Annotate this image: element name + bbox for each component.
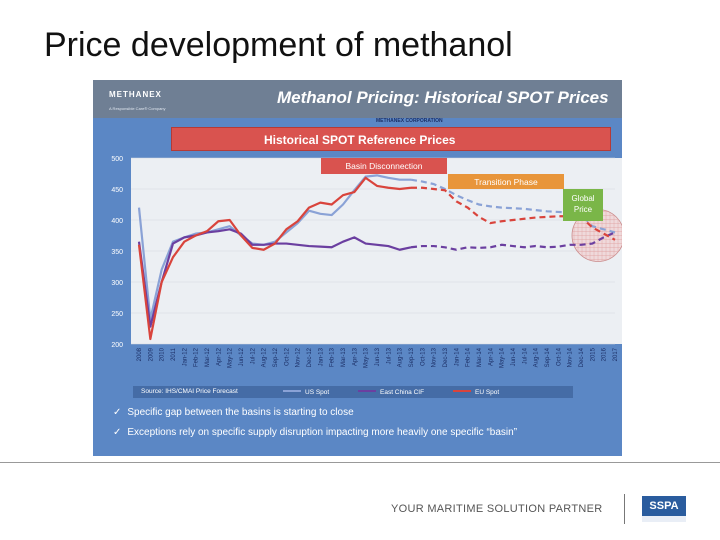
bullet-item: ✓ Exceptions rely on specific supply disr… bbox=[113, 427, 517, 438]
y-tick-label: 300 bbox=[111, 280, 123, 287]
x-tick-label: Sep-12 bbox=[273, 347, 279, 367]
legend-label: US Spot bbox=[305, 389, 329, 396]
panel-header: METHANEX A Responsible Care® Company Met… bbox=[93, 80, 622, 118]
x-tick-label: Aug-14 bbox=[534, 347, 540, 367]
x-tick-label: 2015 bbox=[590, 347, 596, 361]
bullet-text: Exceptions rely on specific supply disru… bbox=[127, 427, 518, 438]
x-tick-label: Dec-13 bbox=[443, 347, 449, 367]
x-tick-label: 2017 bbox=[613, 347, 619, 361]
phase-annotations: Basin Disconnection Transition Phase Globa… bbox=[321, 158, 603, 221]
y-axis: 200 250 300 350 400 450 500 bbox=[111, 156, 615, 349]
check-icon: ✓ bbox=[113, 427, 122, 438]
x-tick-label: Oct-14 bbox=[556, 347, 562, 366]
reference-prices-banner: Historical SPOT Reference Prices bbox=[171, 127, 611, 151]
x-tick-label: Dec-14 bbox=[579, 347, 585, 367]
phase-box bbox=[563, 189, 603, 221]
price-chart: 200 250 300 350 400 450 500 Basin Disconnectio… bbox=[111, 156, 622, 398]
bullet-item: ✓ Specific gap between the basins is star… bbox=[113, 407, 517, 418]
x-tick-label: Nov-12 bbox=[296, 347, 302, 367]
x-tick-label: 2010 bbox=[160, 347, 166, 361]
y-tick-label: 400 bbox=[111, 218, 123, 225]
footer-tagline: YOUR MARITIME SOLUTION PARTNER bbox=[391, 503, 603, 515]
source-note: Source: IHS/CMAI Price Forecast bbox=[141, 388, 238, 395]
y-tick-label: 500 bbox=[111, 156, 123, 163]
x-tick-label: May-14 bbox=[500, 347, 506, 368]
phase-box bbox=[448, 174, 564, 189]
x-tick-label: 2008 bbox=[137, 347, 143, 361]
x-tick-label: 2009 bbox=[148, 347, 154, 361]
x-tick-label: Sep-14 bbox=[545, 347, 551, 367]
x-tick-label: Jan-14 bbox=[454, 347, 460, 366]
phase-label: Transition Phase bbox=[474, 177, 538, 187]
corporation-label: METHANEX CORPORATION bbox=[376, 118, 443, 124]
x-tick-label: 2016 bbox=[602, 347, 608, 361]
y-tick-label: 200 bbox=[111, 342, 123, 349]
x-tick-label: Jun-14 bbox=[511, 347, 517, 366]
y-tick-label: 250 bbox=[111, 311, 123, 318]
series-line-actual bbox=[137, 176, 412, 341]
y-tick-label: 350 bbox=[111, 249, 123, 256]
x-tick-label: Mar-12 bbox=[205, 347, 211, 367]
x-tick-label: Jun-12 bbox=[239, 347, 245, 366]
x-tick-label: Feb-14 bbox=[466, 347, 472, 367]
x-tick-label: Apr-13 bbox=[352, 347, 358, 366]
series-lines bbox=[137, 174, 616, 341]
x-tick-label: Jul-14 bbox=[522, 347, 528, 364]
footer-separator bbox=[624, 494, 625, 524]
phase-shading bbox=[571, 209, 622, 262]
legend-label: East China CIF bbox=[380, 389, 424, 396]
x-tick-label: Oct-12 bbox=[284, 347, 290, 366]
x-tick-label: Dec-12 bbox=[307, 347, 313, 367]
x-tick-label: Apr-14 bbox=[488, 347, 494, 366]
check-icon: ✓ bbox=[113, 407, 122, 418]
series-line-forecast bbox=[410, 231, 616, 251]
phase-label: Basin Disconnection bbox=[345, 161, 422, 171]
x-tick-label: May-13 bbox=[364, 347, 370, 368]
x-tick-label: Nov-13 bbox=[432, 347, 438, 367]
x-tick-label: Oct-13 bbox=[420, 347, 426, 366]
x-tick-label: Sep-13 bbox=[409, 347, 415, 367]
y-tick-label: 450 bbox=[111, 187, 123, 194]
reference-prices-banner-text: Historical SPOT Reference Prices bbox=[264, 133, 456, 147]
x-tick-label: Aug-12 bbox=[262, 347, 268, 367]
x-tick-label: May-12 bbox=[228, 347, 234, 368]
x-tick-label: Jul-13 bbox=[386, 347, 392, 364]
x-axis: 2008 2009 2010 2011 Jan-12 Feb-12 Mar-12 Apr-12… bbox=[137, 347, 619, 368]
x-tick-label: Jan-12 bbox=[182, 347, 188, 366]
legend-label: EU Spot bbox=[475, 389, 499, 396]
x-tick-label: Jul-12 bbox=[250, 347, 256, 364]
footer-divider bbox=[0, 462, 720, 463]
panel-title: Methanol Pricing: Historical SPOT Prices bbox=[277, 88, 609, 107]
phase-label: Global bbox=[571, 194, 594, 203]
x-tick-label: 2011 bbox=[171, 347, 177, 361]
methanex-logo-subtitle: A Responsible Care® Company bbox=[109, 106, 166, 111]
x-tick-label: Feb-13 bbox=[330, 347, 336, 367]
x-tick-label: Jan-13 bbox=[318, 347, 324, 366]
methanex-chart-panel: METHANEX A Responsible Care® Company Met… bbox=[93, 80, 622, 456]
legend: Source: IHS/CMAI Price Forecast US Spot Ea… bbox=[133, 386, 573, 398]
sspa-logo: SSPA bbox=[642, 496, 686, 522]
bullet-list: ✓ Specific gap between the basins is star… bbox=[113, 407, 517, 447]
x-tick-label: Jun-13 bbox=[375, 347, 381, 366]
x-tick-label: Aug-13 bbox=[398, 347, 404, 367]
legend-background bbox=[133, 386, 573, 398]
x-tick-label: Nov-14 bbox=[568, 347, 574, 367]
x-tick-label: Mar-13 bbox=[341, 347, 347, 367]
methanex-logo: METHANEX bbox=[109, 90, 162, 99]
x-tick-label: Apr-12 bbox=[216, 347, 222, 366]
slide-title: Price development of methanol bbox=[44, 26, 513, 64]
x-tick-label: Feb-12 bbox=[194, 347, 200, 367]
bullet-text: Specific gap between the basins is start… bbox=[127, 407, 354, 418]
x-tick-label: Mar-14 bbox=[477, 347, 483, 367]
phase-box bbox=[321, 158, 447, 174]
phase-label: Price bbox=[574, 205, 593, 214]
